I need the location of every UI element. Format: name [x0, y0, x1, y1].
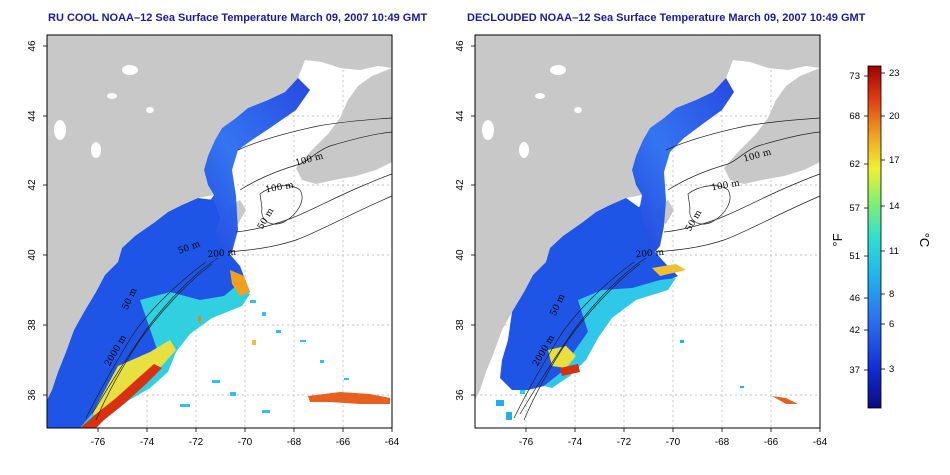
- fahrenheit-tick-label: 73: [849, 71, 860, 82]
- celsius-tick-label: 11: [889, 246, 899, 257]
- left-map-frame: [46, 34, 393, 429]
- y-tick-label: 38: [455, 319, 466, 331]
- left-land-mainland: [47, 35, 392, 400]
- temperature-colorbar: 73 68 62 57 51 46 42 37 23 20 17 14 11 8 6 3 °F °C: [830, 65, 932, 409]
- y-tick-label: 36: [27, 389, 38, 401]
- y-tick-label: 42: [27, 179, 38, 191]
- right-sst-slope-warm: [544, 278, 676, 388]
- x-tick-label: -64: [813, 437, 828, 448]
- right-land-nova-scotia: [724, 68, 820, 184]
- x-tick-label: -74: [140, 437, 155, 448]
- left-sst-east-streak: [308, 392, 390, 404]
- x-tick-label: -66: [764, 437, 779, 448]
- x-tick-label: -72: [617, 437, 632, 448]
- contour-label: 200 m: [207, 248, 237, 260]
- celsius-tick-label: 8: [889, 289, 894, 300]
- left-sst-gulfstream-core: [80, 364, 162, 428]
- fahrenheit-unit-label: °F: [830, 233, 845, 246]
- right-sst-warm-eddy: [548, 346, 576, 368]
- fahrenheit-tick-label: 68: [849, 111, 860, 122]
- right-sst-shelf: [616, 78, 734, 258]
- y-tick-label: 42: [455, 179, 466, 191]
- fahrenheit-tick-label: 46: [849, 293, 860, 304]
- x-tick-label: -70: [238, 437, 253, 448]
- y-tick-label: 36: [455, 389, 466, 401]
- y-tick-label: 40: [455, 249, 466, 261]
- right-map-frame: [474, 34, 821, 429]
- celsius-tick-label: 20: [889, 111, 900, 122]
- celsius-tick-label: 17: [889, 155, 900, 166]
- fahrenheit-tick-label: 62: [849, 159, 860, 170]
- axis-tick-labels: -76 -74 -72 -70 -68 -66 -64 36 38 40 42 44 46 -76 -74 -…: [27, 40, 828, 448]
- fahrenheit-tick-label: 42: [849, 325, 860, 336]
- colorbar-ticks: 73 68 62 57 51 46 42 37 23 20 17 14 11 8 6 3: [849, 68, 899, 376]
- celsius-tick-label: 6: [889, 319, 894, 330]
- left-sst-map: [46, 34, 393, 429]
- x-tick-label: -64: [385, 437, 400, 448]
- x-tick-label: -76: [519, 437, 534, 448]
- celsius-tick-label: 3: [889, 364, 894, 375]
- y-tick-label: 38: [27, 319, 38, 331]
- x-tick-label: -74: [568, 437, 583, 448]
- x-tick-label: -68: [715, 437, 730, 448]
- x-tick-label: -72: [189, 437, 204, 448]
- left-bathymetry-contours: [85, 117, 393, 421]
- celsius-tick-label: 14: [889, 201, 900, 212]
- fahrenheit-tick-label: 37: [849, 365, 860, 376]
- right-bathymetry-contours: [513, 117, 821, 421]
- left-lakes: [54, 65, 154, 158]
- right-sst-speckles: [496, 340, 744, 420]
- contour-label: 100 m: [265, 181, 295, 196]
- x-tick-label: -76: [91, 437, 106, 448]
- y-tick-label: 46: [455, 40, 466, 52]
- celsius-tick-label: 23: [889, 68, 900, 79]
- right-land-mainland: [475, 35, 820, 400]
- right-sst-map: [474, 34, 821, 429]
- y-tick-label: 46: [27, 40, 38, 52]
- contour-label: 100 m: [711, 179, 741, 194]
- y-tick-label: 40: [27, 249, 38, 261]
- left-land-nova-scotia: [296, 68, 392, 184]
- right-sst-red-spot: [560, 364, 580, 376]
- x-tick-label: -68: [287, 437, 302, 448]
- left-sst-warm-eddy: [230, 270, 250, 296]
- y-tick-label: 44: [455, 110, 466, 122]
- y-tick-label: 44: [27, 110, 38, 122]
- fahrenheit-tick-label: 57: [849, 203, 860, 214]
- right-lakes: [482, 65, 582, 158]
- left-sst-speckles: [180, 300, 349, 413]
- right-sst-east-streak: [772, 396, 798, 404]
- right-sst-yellow-strip: [652, 264, 686, 276]
- fahrenheit-tick-label: 51: [849, 251, 860, 262]
- left-map-title: RU COOL NOAA–12 Sea Surface Temperature …: [48, 12, 428, 24]
- right-map-title: DECLOUDED NOAA–12 Sea Surface Temperatur…: [467, 12, 866, 24]
- x-tick-label: -66: [336, 437, 351, 448]
- celsius-unit-label: °C: [917, 233, 932, 248]
- x-tick-label: -70: [666, 437, 681, 448]
- right-sst-south-shelf: [500, 198, 678, 390]
- colorbar-gradient: [867, 65, 882, 409]
- left-sst-gulfstream-yellow: [92, 340, 176, 416]
- contour-label: 200 m: [635, 248, 665, 260]
